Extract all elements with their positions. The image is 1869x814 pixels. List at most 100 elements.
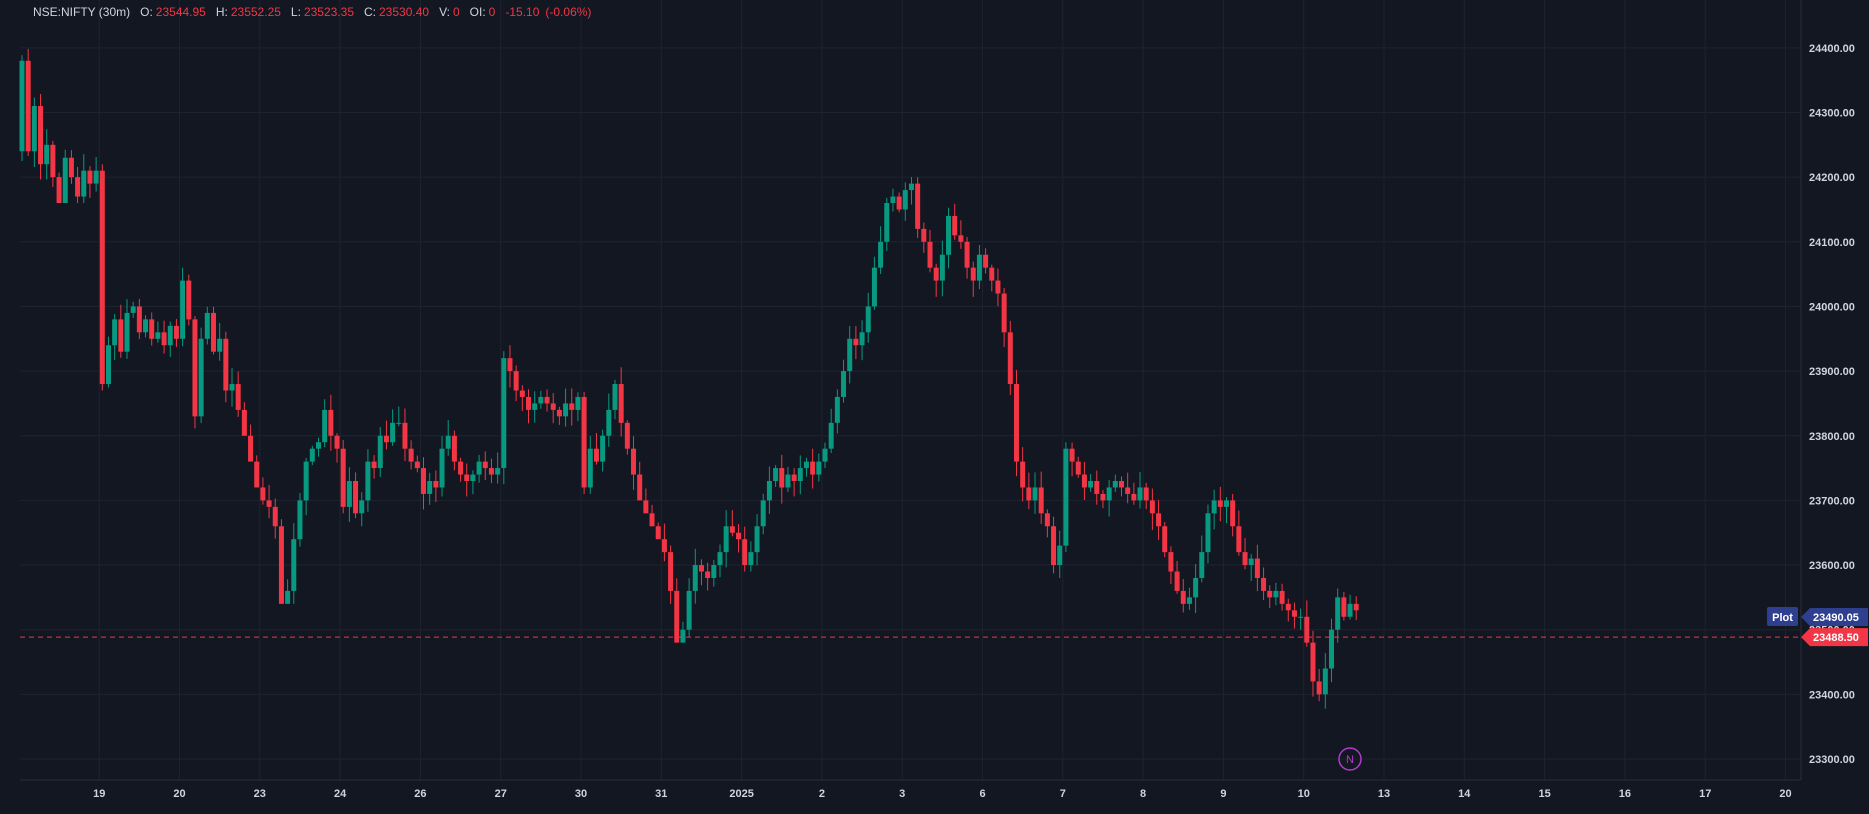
candle-body[interactable] [631,448,637,475]
candle-body[interactable] [161,332,167,346]
candle[interactable] [983,248,989,274]
candle[interactable] [550,393,556,424]
candle[interactable] [167,321,173,358]
candle[interactable] [976,245,982,290]
candle[interactable] [495,452,501,484]
candle-body[interactable] [717,552,723,566]
candle[interactable] [254,455,260,488]
candle[interactable] [526,389,532,424]
candle-body[interactable] [952,215,958,236]
candle-body[interactable] [983,254,989,268]
candle[interactable] [334,433,340,463]
candle-body[interactable] [612,384,618,410]
candle-body[interactable] [939,254,945,281]
candle-body[interactable] [192,319,198,417]
candle-body[interactable] [754,526,760,553]
candle-body[interactable] [668,552,674,591]
candle-body[interactable] [556,409,562,417]
candle[interactable] [1125,472,1131,504]
candle-body[interactable] [643,500,649,514]
candle-body[interactable] [822,448,828,462]
candle-body[interactable] [587,448,593,488]
candle-body[interactable] [1291,610,1297,617]
candle-body[interactable] [186,280,192,320]
candle[interactable] [822,442,828,469]
candle[interactable] [1001,287,1007,347]
candle-body[interactable] [1310,642,1316,682]
candle[interactable] [1193,564,1199,614]
candle-body[interactable] [989,267,995,281]
candle[interactable] [1267,585,1273,608]
candle-body[interactable] [1149,500,1155,514]
candle[interactable] [1186,587,1192,610]
candle-body[interactable] [1193,577,1199,598]
candle-body[interactable] [223,338,229,391]
candle[interactable] [1149,488,1155,530]
candle[interactable] [1316,669,1322,702]
candle[interactable] [291,523,297,604]
candle-body[interactable] [1298,616,1304,618]
candle[interactable] [810,448,816,489]
candle-body[interactable] [908,183,914,191]
candle-body[interactable] [1112,481,1118,488]
candle-body[interactable] [581,396,587,488]
candle[interactable] [488,458,494,484]
candle-body[interactable] [1137,487,1143,501]
candle[interactable] [705,562,711,591]
candle[interactable] [1007,320,1013,396]
candle-body[interactable] [1199,552,1205,578]
candle-body[interactable] [593,448,599,462]
candle-body[interactable] [495,468,501,475]
candle[interactable] [229,368,235,407]
candle-body[interactable] [1044,513,1050,527]
candle[interactable] [50,141,56,187]
candle[interactable] [87,166,93,199]
candle-body[interactable] [1100,493,1106,501]
candle-body[interactable] [458,461,464,475]
candle-body[interactable] [748,552,754,566]
candle-body[interactable] [105,345,111,385]
candle[interactable] [1273,582,1279,606]
candle-body[interactable] [600,435,606,462]
candle-body[interactable] [1057,545,1063,566]
candle-body[interactable] [964,241,970,268]
candle-body[interactable] [1106,487,1112,501]
candle-body[interactable] [87,170,93,184]
candle-body[interactable] [649,513,655,527]
candle[interactable] [340,439,346,514]
candle-body[interactable] [1168,552,1174,572]
candle[interactable] [155,321,161,343]
candle[interactable] [1051,516,1057,574]
candle[interactable] [1063,442,1069,553]
candle[interactable] [105,336,111,388]
candle-body[interactable] [927,241,933,268]
candle-body[interactable] [303,461,309,501]
candle-body[interactable] [93,170,99,184]
candle[interactable] [56,172,62,204]
candle[interactable] [1081,461,1087,500]
candle-body[interactable] [278,526,284,604]
candle-body[interactable] [569,403,575,410]
candle-body[interactable] [1020,461,1026,488]
candle-body[interactable] [136,306,142,333]
candle[interactable] [1180,578,1186,613]
candle-body[interactable] [31,106,37,152]
candle[interactable] [631,436,637,490]
time-axis[interactable]: 19 20 23 24 26 27 30 31 2025 2 3 6 7 8 9 10 13 14 15 16 17 20 [93,788,1792,800]
candle-body[interactable] [1026,487,1032,501]
candle-body[interactable] [1186,597,1192,604]
candle[interactable] [1291,602,1297,629]
candle-body[interactable] [99,170,105,385]
candle[interactable] [958,220,964,249]
candle[interactable] [581,391,587,494]
candle-body[interactable] [451,435,457,462]
candle[interactable] [618,367,624,437]
candle-body[interactable] [248,435,254,462]
candle[interactable] [989,264,995,292]
candle[interactable] [44,129,50,180]
candle-body[interactable] [1094,481,1100,494]
candle-body[interactable] [155,332,161,339]
candle-body[interactable] [1143,487,1149,501]
candle[interactable] [538,390,544,409]
candle-body[interactable] [1335,597,1341,630]
